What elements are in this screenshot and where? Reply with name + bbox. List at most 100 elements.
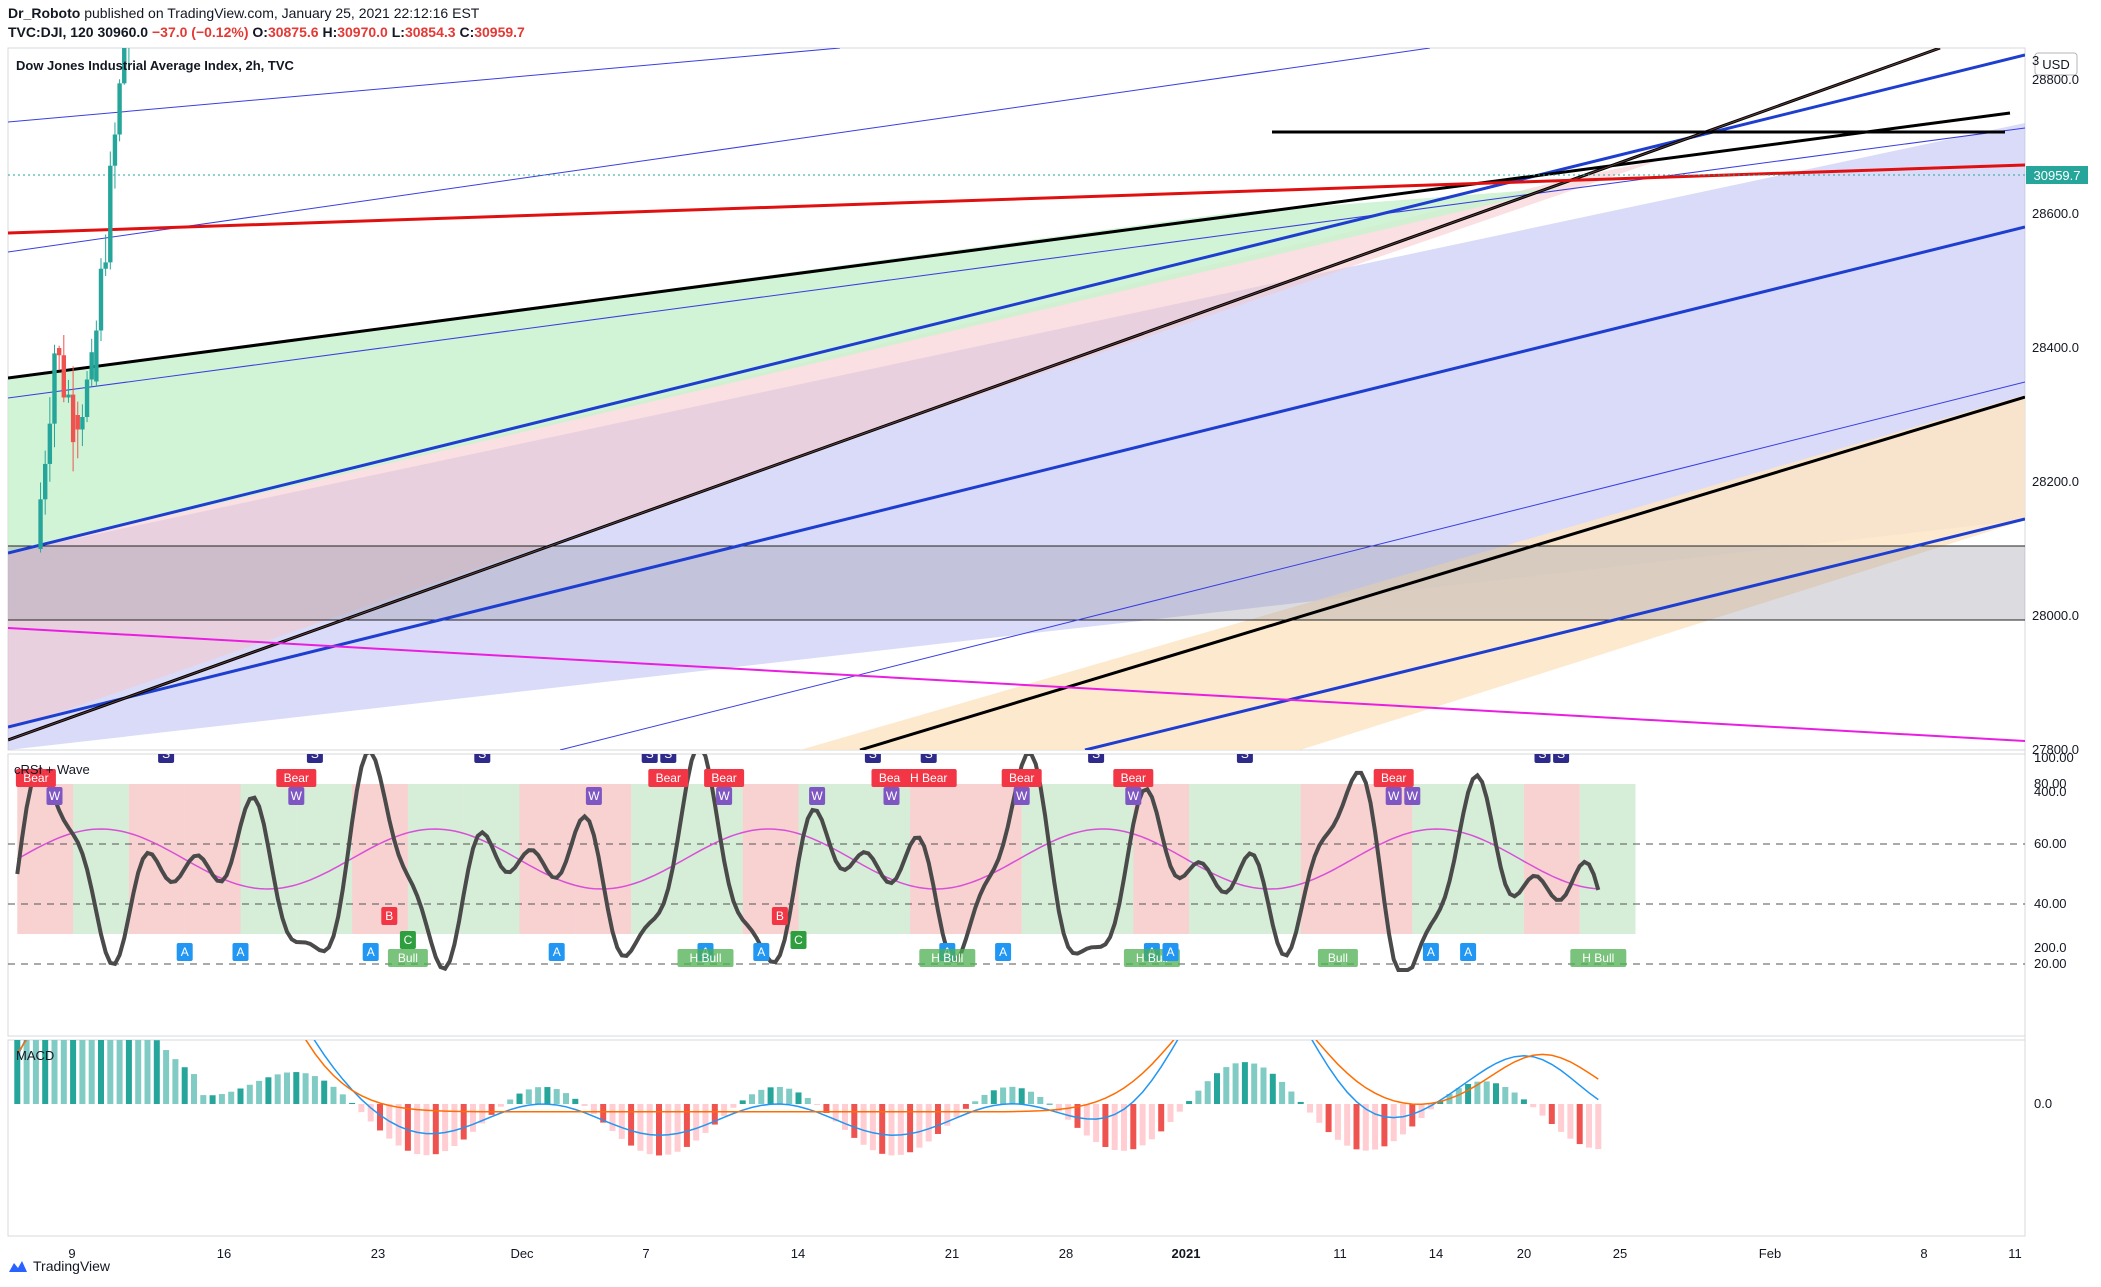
macd-bar — [1493, 1083, 1499, 1104]
macd-bar — [191, 1074, 197, 1104]
last-price-badge — [2026, 166, 2088, 184]
crsi-signal-badge — [677, 949, 734, 967]
price-axis[interactable]: 27800.0 28000.0 28200.0 28400.0 28600.0 28800… — [2032, 0, 2079, 757]
price-tick: 28800.0 — [2032, 72, 2079, 87]
macd-bar — [1121, 1104, 1127, 1151]
crsi-signal-label: S — [1241, 747, 1249, 761]
macd-bar — [1520, 1099, 1527, 1104]
macd-bar — [860, 1104, 867, 1145]
macd-pane[interactable] — [7, 1039, 2026, 1237]
macd-bar — [302, 1073, 309, 1104]
crsi-signal-badge — [1570, 949, 1627, 967]
macd-bar — [674, 1104, 681, 1152]
crsi-signal-label: H Bull — [1136, 951, 1168, 965]
macd-bar — [1176, 1104, 1183, 1112]
currency-badge[interactable] — [2034, 52, 2078, 76]
crsi-signal-badge — [1013, 787, 1030, 805]
macd-bar — [284, 1072, 290, 1104]
crsi-signal-label: Bear — [284, 771, 309, 785]
macd-tick: 400.0 — [2034, 784, 2067, 799]
macd-bar — [758, 1089, 765, 1104]
macd-bar — [460, 1104, 467, 1140]
macd-title: MACD — [16, 1048, 54, 1063]
macd-histogram — [14, 1040, 1602, 1156]
crsi-signal-label: Bear — [711, 771, 736, 785]
crsi-signal-badge — [158, 754, 175, 763]
crsi-signal-label: Bear — [23, 771, 48, 785]
macd-bar — [1111, 1104, 1118, 1150]
macd-bar — [1279, 1081, 1286, 1104]
wedge-top-line — [8, 111, 2011, 380]
crsi-signal-label: A — [553, 945, 561, 959]
macd-bar — [1316, 1104, 1323, 1123]
macd-bar — [972, 1101, 979, 1104]
macd-bar — [395, 1104, 402, 1146]
macd-bar — [851, 1104, 858, 1138]
macd-bar — [442, 1104, 449, 1152]
macd-bar — [1362, 1104, 1369, 1151]
crsi-signal-label: S — [1092, 747, 1100, 761]
macd-bar — [470, 1104, 476, 1132]
downtrend-line — [8, 627, 2025, 742]
crsi-band — [1579, 784, 1636, 934]
crsi-signal-badge — [1385, 787, 1402, 805]
crsi-tick: 80.00 — [2034, 776, 2067, 791]
crsi-signal-label: W — [886, 789, 898, 803]
crsi-signal-badge — [1460, 943, 1477, 961]
crsi-signal-badge — [790, 931, 807, 949]
crsi-signal-badge — [288, 787, 305, 805]
crsi-signal-badge — [1001, 769, 1042, 787]
crsi-signal-label: H Bull — [931, 951, 963, 965]
macd-bar — [1000, 1087, 1007, 1104]
crsi-signal-badge — [919, 949, 976, 967]
crsi-signal-badge — [648, 769, 689, 787]
footer: TradingView — [8, 1258, 110, 1274]
crsi-signal-badge — [716, 787, 733, 805]
macd-bar — [1260, 1067, 1267, 1104]
candle-body — [131, 0, 135, 2]
macd-bar — [1344, 1104, 1351, 1146]
chart-header: Dr_Roboto published on TradingView.com, … — [8, 5, 525, 40]
macd-bar — [869, 1104, 876, 1151]
author-name[interactable]: Dr_Roboto — [8, 5, 81, 21]
macd-bar — [1437, 1101, 1444, 1104]
macd-bar — [358, 1104, 365, 1113]
crsi-signal-badge — [1553, 754, 1570, 763]
red-resistance-line — [8, 163, 2025, 235]
crsi-signal-badge — [1373, 769, 1414, 787]
macd-bar — [1065, 1104, 1072, 1120]
crsi-signal-label: W — [49, 789, 61, 803]
crsi-signal-label: S — [478, 747, 486, 761]
time-axis[interactable]: 9 16 23 Dec 7 14 21 28 2021 11 14 20 25 Feb 8 11 — [68, 1246, 2021, 1261]
macd-bar — [544, 1087, 551, 1104]
macd-bar — [962, 1104, 969, 1109]
macd-bar — [1018, 1088, 1025, 1104]
candle-body — [127, 2, 131, 48]
macd-bar — [42, 1040, 49, 1104]
macd-bar — [786, 1088, 793, 1104]
macd-bar — [907, 1104, 914, 1153]
footer-brand[interactable]: TradingView — [33, 1258, 111, 1274]
crsi-tick-partial: 100.00 — [2034, 750, 2074, 765]
macd-bar — [1037, 1096, 1044, 1104]
ohlc-high: 30970.0 — [337, 24, 388, 40]
macd-bar — [525, 1089, 532, 1104]
crsi-band — [1468, 784, 1524, 934]
crsi-signal-label: H Bull — [689, 951, 721, 965]
crsi-signal-badge — [641, 754, 658, 763]
macd-bar — [377, 1104, 383, 1131]
candles — [38, 0, 135, 553]
candle-body — [103, 262, 108, 269]
macd-bar — [339, 1094, 346, 1104]
crsi-band — [854, 784, 911, 934]
candle-body — [61, 355, 66, 398]
macd-bar — [125, 1040, 132, 1104]
macd-bar — [70, 1040, 77, 1104]
crsi-signal-badge — [995, 943, 1012, 961]
macd-bar — [1083, 1104, 1090, 1136]
crsi-signal-badge — [362, 943, 379, 961]
crsi-signal-label: A — [757, 945, 765, 959]
macd-bar — [497, 1104, 504, 1107]
macd-bar — [581, 1104, 588, 1106]
